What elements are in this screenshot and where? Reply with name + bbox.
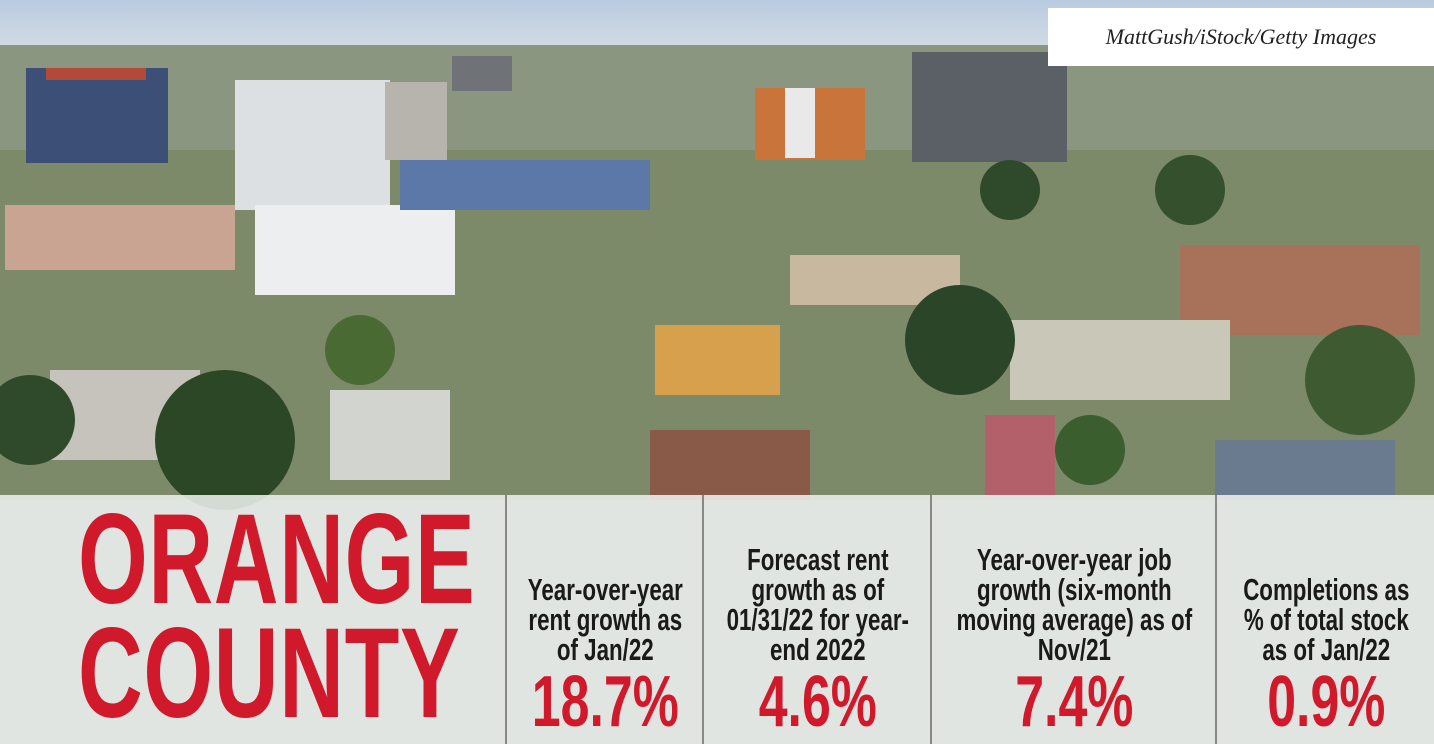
photo-credit: MattGush/iStock/Getty Images	[1048, 8, 1434, 66]
stats-panel: ORANGE COUNTY Year-over-year rent growth…	[0, 495, 1434, 744]
stat-content: Completions as % of total stock as of Ja…	[1224, 515, 1429, 742]
stat-value: 4.6%	[758, 662, 877, 742]
stat-label: Forecast rent growth as of 01/31/22 for …	[726, 542, 909, 667]
stat-label: Year-over-year rent growth as of Jan/22	[527, 572, 683, 667]
stat-label: Completions as % of total stock as of Ja…	[1243, 572, 1410, 667]
stat-column: Year-over-year job growth (six-month mov…	[930, 495, 1217, 744]
stat-value: 7.4%	[1015, 662, 1134, 742]
stat-content: Year-over-year job growth (six-month mov…	[939, 515, 1210, 742]
stat-column: Forecast rent growth as of 01/31/22 for …	[702, 495, 932, 744]
title-line: COUNTY	[78, 602, 461, 744]
stat-content: Forecast rent growth as of 01/31/22 for …	[711, 515, 925, 742]
title-block: ORANGE COUNTY	[0, 495, 505, 744]
stat-value: 0.9%	[1267, 662, 1386, 742]
stat-label: Year-over-year job growth (six-month mov…	[956, 542, 1193, 667]
title-line: ORANGE	[78, 495, 476, 631]
stat-column: Year-over-year rent growth as of Jan/22 1…	[505, 495, 704, 744]
stat-value: 18.7%	[531, 662, 679, 742]
stat-content: Year-over-year rent growth as of Jan/22 1…	[514, 515, 697, 742]
stat-column: Completions as % of total stock as of Ja…	[1215, 495, 1434, 744]
